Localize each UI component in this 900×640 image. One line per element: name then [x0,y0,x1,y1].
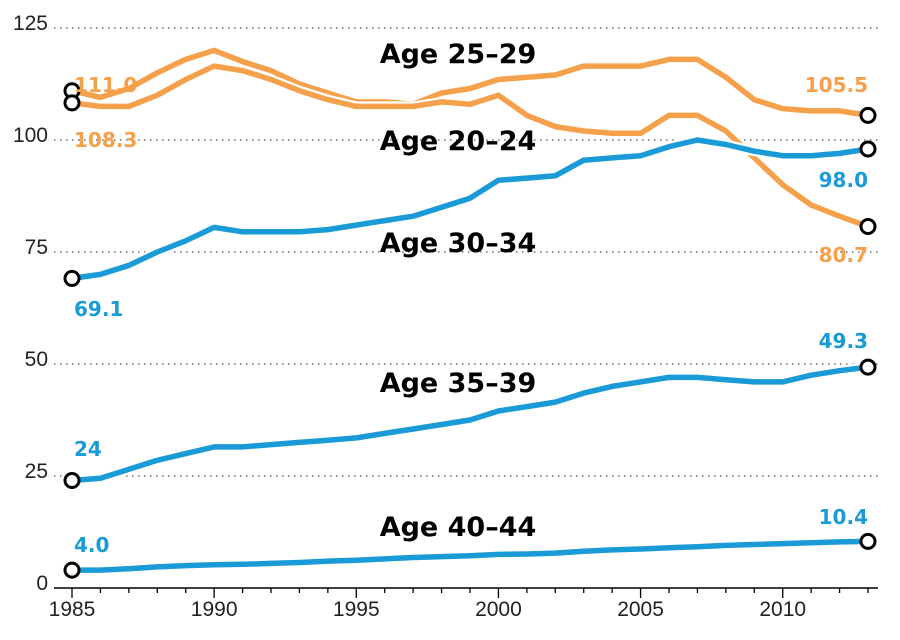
series-age-40-44-end-marker [859,532,877,550]
series-name-age-25-29: Age 25–29 [380,39,537,70]
data-label-age-30-34-end: 98.0 [819,168,868,192]
series-name-age-35-39: Age 35–39 [380,368,537,399]
series-name-age-20-24: Age 20–24 [380,126,537,157]
x-tick-label-1985: 1985 [49,598,96,621]
series-age-20-24-line [69,63,871,230]
x-tick-label-2000: 2000 [475,598,522,621]
series-age-30-34-end-marker [859,140,877,158]
series-age-30-34-start-marker [63,269,81,287]
endpoint-markers [63,82,877,579]
series-age-20-24-start-marker [63,94,81,112]
series-age-25-29-line [69,47,871,119]
data-label-age-30-34-start: 69.1 [74,297,123,321]
series-age-40-44-line [69,538,871,573]
data-label-age-40-44-start: 4.0 [74,533,109,557]
x-tick-label-1990: 1990 [191,598,238,621]
data-label-age-25-29-end: 105.5 [805,73,868,97]
data-label-age-20-24-end: 80.7 [819,243,868,267]
series-age-40-44-start-marker [63,561,81,579]
y-tick-label-25: 25 [25,460,48,483]
data-label-age-35-39-end: 49.3 [819,329,868,353]
data-label-age-25-29-start: 111.0 [74,73,137,97]
y-tick-label-0: 0 [36,572,48,595]
series-age-30-34-line [69,137,871,282]
labels: Age 25–29 Age 20–24 Age 30–34 Age 35–39 Age … [74,39,868,557]
series-lines [67,45,873,576]
data-label-age-40-44-end: 10.4 [819,505,868,529]
x-tick-label-1995: 1995 [333,598,380,621]
series-age-35-39-end-marker [859,358,877,376]
series-name-age-40-44: Age 40–44 [380,512,537,543]
y-tick-label-125: 125 [13,12,48,35]
data-label-age-20-24-start: 108.3 [74,128,137,152]
series-age-35-39-start-marker [63,471,81,489]
x-tick-label-2005: 2005 [617,598,664,621]
series-age-25-29-end-marker [859,106,877,124]
y-tick-label-50: 50 [25,348,48,371]
axes: 0 25 50 75 100 125 1985 1990 1995 2000 2005 2010 [13,12,878,621]
y-tick-label-100: 100 [13,124,48,147]
series-age-20-24-end-marker [859,217,877,235]
x-tick-label-2010: 2010 [759,598,806,621]
series-name-age-30-34: Age 30–34 [380,228,537,259]
y-tick-label-75: 75 [25,236,48,259]
series-age-35-39-line [69,364,871,484]
data-label-age-35-39-start: 24 [74,437,102,461]
